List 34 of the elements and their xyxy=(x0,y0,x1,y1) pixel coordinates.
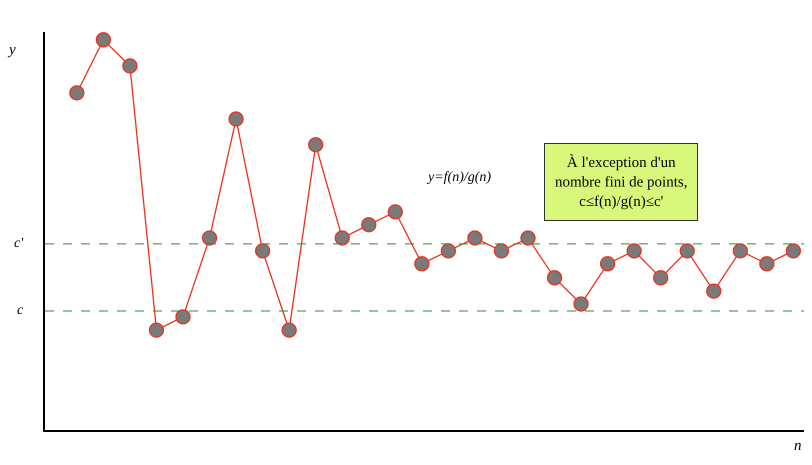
point xyxy=(254,243,270,259)
point xyxy=(786,243,802,259)
ref-line-label: c' xyxy=(14,236,24,251)
point xyxy=(573,296,589,312)
ref-line-label: c xyxy=(17,303,24,318)
point xyxy=(680,243,695,259)
point xyxy=(546,270,562,286)
point xyxy=(440,243,456,259)
point xyxy=(334,230,350,246)
point xyxy=(732,243,748,259)
point xyxy=(202,230,218,246)
point xyxy=(626,243,642,259)
point xyxy=(122,58,138,74)
annotation: y=f(n)/g(n) xyxy=(426,170,492,185)
annotation: À l'exception d'un nombre fini de points, c≤f(n)/g(n)≤c' xyxy=(555,154,688,210)
point xyxy=(520,230,536,246)
point xyxy=(282,322,297,338)
point xyxy=(308,137,324,152)
point xyxy=(494,243,510,259)
point xyxy=(759,256,774,272)
point xyxy=(148,322,164,338)
x-axis-title: n xyxy=(794,438,802,454)
point xyxy=(361,217,376,232)
point xyxy=(175,309,191,324)
point xyxy=(388,204,403,220)
point xyxy=(653,270,668,286)
point xyxy=(706,283,722,299)
point xyxy=(69,85,84,101)
y-axis-title: y xyxy=(7,42,16,58)
point xyxy=(228,111,244,127)
point xyxy=(96,32,112,48)
point xyxy=(467,230,483,246)
point xyxy=(600,256,616,272)
point xyxy=(414,256,430,272)
